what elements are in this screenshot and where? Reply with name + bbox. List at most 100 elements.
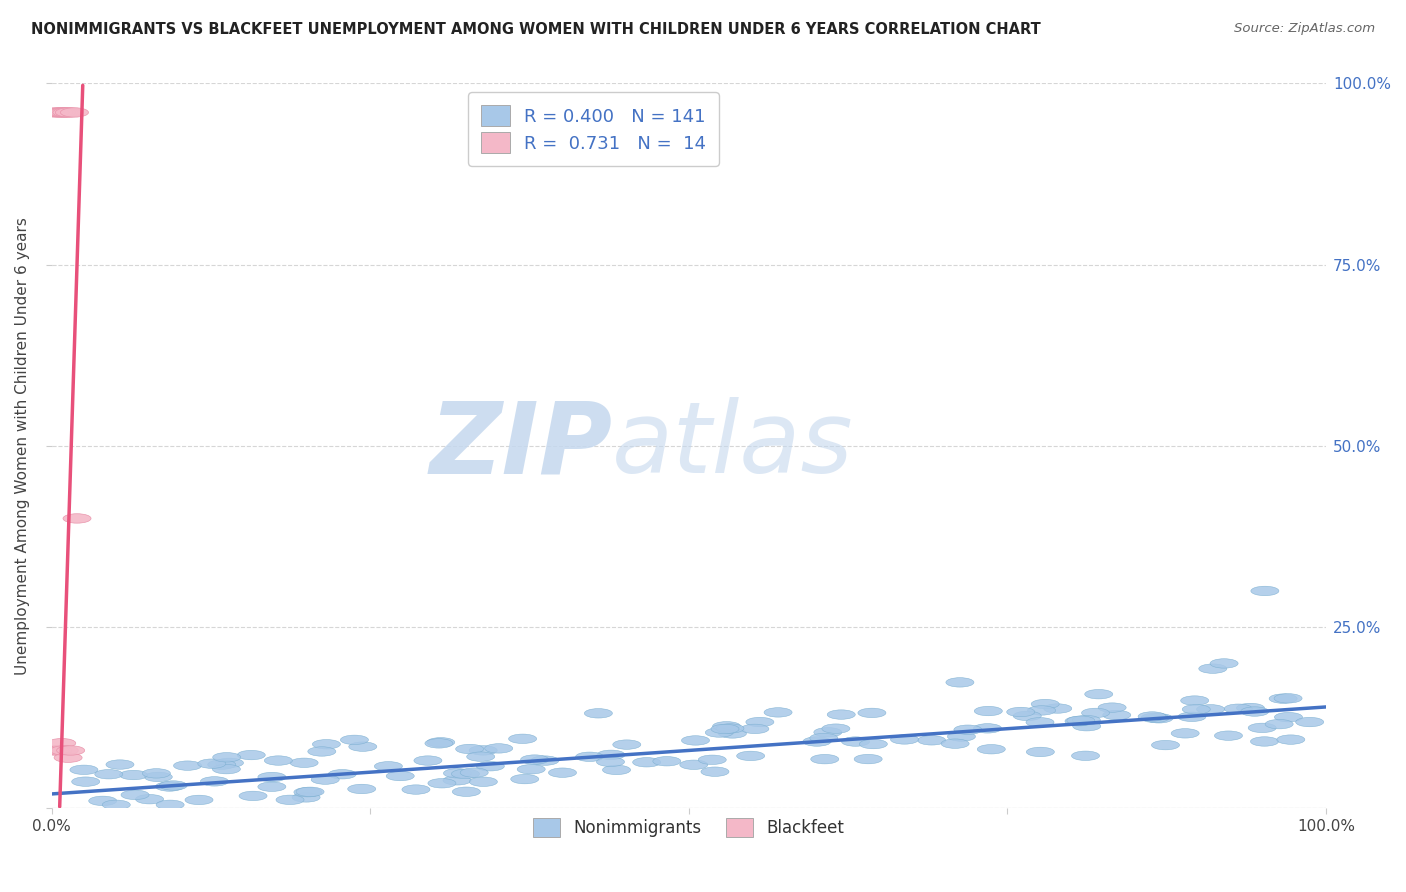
Ellipse shape: [946, 678, 974, 687]
Ellipse shape: [1031, 699, 1059, 709]
Legend: Nonimmigrants, Blackfeet: Nonimmigrants, Blackfeet: [527, 811, 851, 844]
Ellipse shape: [652, 756, 681, 766]
Ellipse shape: [1199, 664, 1227, 673]
Ellipse shape: [1225, 704, 1253, 714]
Ellipse shape: [121, 790, 149, 799]
Ellipse shape: [425, 739, 453, 748]
Ellipse shape: [706, 728, 734, 737]
Ellipse shape: [1250, 737, 1278, 747]
Ellipse shape: [1296, 717, 1323, 727]
Ellipse shape: [215, 758, 243, 768]
Ellipse shape: [575, 752, 603, 762]
Ellipse shape: [156, 800, 184, 810]
Ellipse shape: [1014, 711, 1042, 721]
Ellipse shape: [1277, 735, 1305, 744]
Ellipse shape: [1081, 708, 1109, 718]
Ellipse shape: [1249, 723, 1277, 732]
Ellipse shape: [633, 757, 661, 767]
Ellipse shape: [120, 771, 148, 780]
Ellipse shape: [741, 724, 769, 733]
Ellipse shape: [239, 791, 267, 801]
Ellipse shape: [1026, 717, 1054, 727]
Ellipse shape: [699, 755, 727, 764]
Ellipse shape: [1144, 714, 1173, 723]
Ellipse shape: [312, 739, 340, 749]
Ellipse shape: [948, 731, 976, 741]
Ellipse shape: [859, 739, 887, 748]
Ellipse shape: [1274, 694, 1302, 703]
Ellipse shape: [977, 745, 1005, 754]
Ellipse shape: [811, 755, 839, 764]
Ellipse shape: [1071, 751, 1099, 761]
Ellipse shape: [297, 787, 323, 797]
Ellipse shape: [1181, 696, 1209, 706]
Ellipse shape: [467, 752, 495, 762]
Ellipse shape: [737, 751, 765, 761]
Ellipse shape: [72, 777, 100, 787]
Ellipse shape: [413, 756, 441, 765]
Ellipse shape: [1064, 716, 1092, 726]
Ellipse shape: [1152, 740, 1180, 750]
Ellipse shape: [290, 758, 318, 767]
Ellipse shape: [823, 724, 849, 733]
Ellipse shape: [453, 787, 481, 797]
Ellipse shape: [1171, 729, 1199, 738]
Ellipse shape: [1085, 690, 1112, 699]
Ellipse shape: [918, 736, 946, 745]
Ellipse shape: [953, 725, 981, 734]
Ellipse shape: [716, 723, 744, 733]
Ellipse shape: [1098, 703, 1126, 713]
Ellipse shape: [1007, 707, 1035, 716]
Ellipse shape: [548, 768, 576, 778]
Ellipse shape: [145, 772, 173, 781]
Ellipse shape: [208, 760, 236, 769]
Ellipse shape: [201, 777, 229, 786]
Ellipse shape: [1073, 722, 1101, 731]
Ellipse shape: [238, 750, 266, 760]
Y-axis label: Unemployment Among Women with Children Under 6 years: Unemployment Among Women with Children U…: [15, 217, 30, 675]
Ellipse shape: [603, 765, 630, 774]
Ellipse shape: [55, 108, 83, 117]
Ellipse shape: [1142, 713, 1168, 723]
Ellipse shape: [103, 800, 131, 810]
Ellipse shape: [89, 797, 117, 805]
Ellipse shape: [135, 795, 163, 804]
Ellipse shape: [292, 793, 321, 802]
Ellipse shape: [70, 765, 98, 774]
Ellipse shape: [212, 753, 240, 762]
Ellipse shape: [858, 708, 886, 717]
Ellipse shape: [682, 736, 710, 745]
Ellipse shape: [156, 781, 184, 791]
Ellipse shape: [159, 780, 187, 790]
Ellipse shape: [485, 744, 513, 753]
Ellipse shape: [374, 762, 402, 771]
Ellipse shape: [402, 785, 430, 794]
Ellipse shape: [853, 755, 882, 764]
Text: atlas: atlas: [613, 398, 853, 494]
Ellipse shape: [1028, 706, 1056, 715]
Ellipse shape: [585, 708, 613, 718]
Ellipse shape: [294, 788, 322, 797]
Ellipse shape: [94, 770, 122, 779]
Ellipse shape: [803, 737, 831, 747]
Ellipse shape: [470, 777, 498, 787]
Ellipse shape: [1137, 712, 1166, 722]
Ellipse shape: [387, 772, 415, 780]
Ellipse shape: [745, 717, 773, 727]
Ellipse shape: [1270, 694, 1298, 703]
Ellipse shape: [340, 735, 368, 745]
Ellipse shape: [679, 760, 707, 770]
Ellipse shape: [48, 739, 76, 747]
Ellipse shape: [53, 108, 80, 117]
Ellipse shape: [328, 770, 356, 779]
Ellipse shape: [264, 756, 292, 765]
Ellipse shape: [477, 762, 505, 771]
Ellipse shape: [443, 769, 471, 778]
Ellipse shape: [974, 706, 1002, 715]
Ellipse shape: [596, 757, 624, 766]
Ellipse shape: [53, 753, 82, 763]
Ellipse shape: [45, 108, 73, 117]
Ellipse shape: [827, 710, 855, 719]
Ellipse shape: [510, 774, 538, 784]
Ellipse shape: [451, 769, 479, 779]
